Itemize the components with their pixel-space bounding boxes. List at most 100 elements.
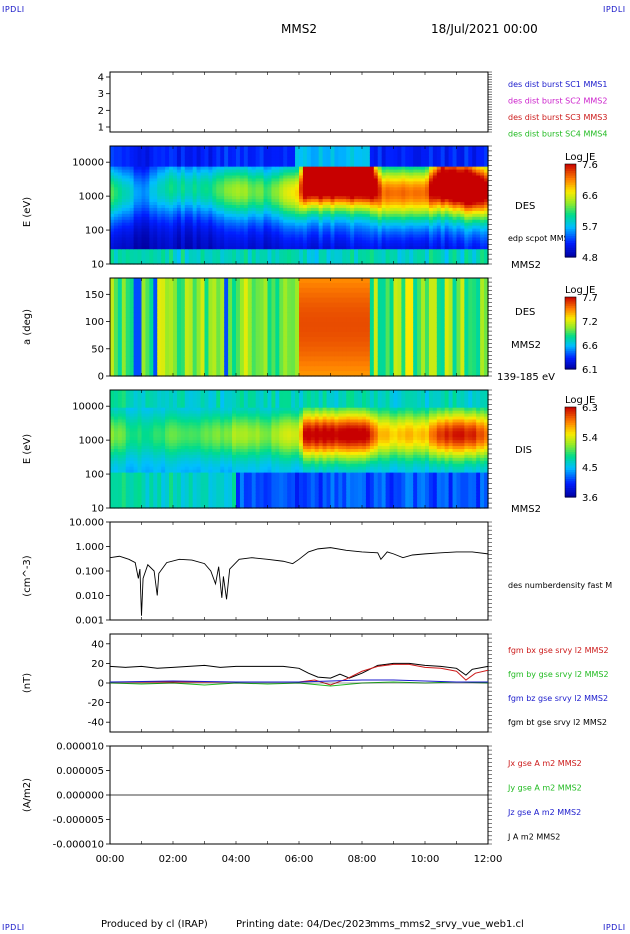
des-energy-cell <box>188 225 194 230</box>
des-pitch-cell <box>302 346 308 353</box>
des-energy-cell <box>153 207 158 212</box>
des-energy-cell <box>176 181 182 185</box>
des-energy-cell <box>228 207 233 212</box>
des-energy-cell <box>200 202 206 206</box>
des-pitch-cell <box>267 346 273 353</box>
des-pitch-cell <box>117 331 123 338</box>
des-pitch-cell <box>330 297 336 304</box>
des-pitch-cell <box>310 297 316 304</box>
des-pitch-cell <box>291 297 296 304</box>
des-energy-cell <box>141 228 147 233</box>
des-energy-cell <box>145 196 150 200</box>
des-pitch-cell <box>216 336 221 343</box>
des-energy-cell <box>117 184 123 188</box>
des-energy-cell <box>125 205 131 209</box>
des-pitch-cell <box>220 302 225 308</box>
des-energy-cell <box>228 181 233 185</box>
des-pitch-cell <box>322 346 328 353</box>
des-energy-cell <box>117 199 123 203</box>
des-pitch-cell <box>271 341 276 348</box>
des-energy-cell <box>200 190 206 194</box>
des-pitch-cell <box>212 351 217 357</box>
des-energy-cell <box>173 196 178 200</box>
des-pitch-cell <box>133 292 139 299</box>
des-pitch-cell <box>267 341 273 348</box>
des-pitch-cell <box>204 297 210 304</box>
des-pitch-cell <box>137 322 143 328</box>
des-pitch-cell <box>228 317 233 323</box>
des-energy-cell <box>129 222 135 227</box>
des-energy-cell <box>169 146 174 150</box>
des-energy-cell <box>153 202 158 206</box>
des-energy-cell <box>157 207 162 212</box>
des-pitch-cell <box>299 307 304 313</box>
des-pitch-cell <box>188 331 194 338</box>
des-energy-cell <box>137 261 143 265</box>
des-energy-cell <box>157 231 162 236</box>
des-pitch-cell <box>129 282 135 289</box>
des-energy-cell <box>129 207 135 212</box>
des-energy-cell <box>208 231 213 236</box>
des-energy-cell <box>204 255 210 259</box>
des-pitch-cell <box>228 307 233 313</box>
des-energy-cell <box>184 190 190 194</box>
des-pitch-cell <box>299 351 304 357</box>
des-energy-cell <box>110 154 115 159</box>
des-energy-cell <box>149 190 154 194</box>
des-energy-cell <box>117 178 123 182</box>
des-pitch-cell <box>236 346 241 353</box>
des-energy-cell <box>133 255 139 259</box>
des-pitch-cell <box>113 297 119 304</box>
des-energy-cell <box>176 157 182 162</box>
des-pitch-cell <box>125 307 131 313</box>
des-pitch-cell <box>196 317 202 323</box>
des-energy-cell <box>145 172 150 177</box>
des-pitch-cell <box>180 317 186 323</box>
des-energy-cell <box>208 160 213 165</box>
des-energy-cell <box>141 216 147 221</box>
des-pitch-cell <box>196 307 202 313</box>
des-pitch-cell <box>275 351 280 357</box>
des-pitch-cell <box>169 307 174 313</box>
des-energy-cell <box>228 172 233 177</box>
des-pitch-cell <box>318 361 324 367</box>
des-pitch-cell <box>247 312 253 318</box>
des-pitch-cell <box>299 327 304 333</box>
des-energy-cell <box>153 157 158 162</box>
des-pitch-cell <box>291 322 296 328</box>
des-pitch-cell <box>161 297 166 304</box>
des-energy-cell <box>176 202 182 206</box>
des-energy-cell <box>176 148 182 153</box>
des-pitch-cell <box>224 307 229 313</box>
des-pitch-cell <box>141 361 147 367</box>
des-pitch-cell <box>145 346 150 353</box>
des-energy-cell <box>113 172 119 177</box>
des-energy-cell <box>129 196 135 200</box>
des-energy-cell <box>125 181 131 185</box>
des-pitch-cell <box>263 366 269 372</box>
des-pitch-cell <box>141 322 147 328</box>
des-pitch-cell <box>279 351 284 357</box>
des-pitch-cell <box>247 361 253 367</box>
des-energy-cell <box>110 172 115 177</box>
des-pitch-cell <box>153 278 158 284</box>
des-energy-cell <box>224 196 229 200</box>
des-energy-cell <box>157 154 162 159</box>
des-pitch-cell <box>275 322 280 328</box>
des-energy-cell <box>165 184 170 188</box>
des-pitch-cell <box>188 278 194 284</box>
des-pitch-cell <box>251 307 257 313</box>
des-energy-cell <box>192 181 198 185</box>
des-energy-cell <box>196 154 202 159</box>
des-energy-cell <box>169 222 174 227</box>
des-energy-cell <box>184 193 190 197</box>
des-pitch-cell <box>141 331 147 338</box>
des-energy-cell <box>220 255 225 259</box>
des-energy-cell <box>113 205 119 209</box>
des-pitch-cell <box>176 327 182 333</box>
des-pitch-cell <box>299 336 304 343</box>
des-pitch-cell <box>149 278 154 284</box>
des-energy-cell <box>161 213 166 218</box>
des-pitch-cell <box>322 292 328 299</box>
des-energy-cell <box>176 199 182 203</box>
